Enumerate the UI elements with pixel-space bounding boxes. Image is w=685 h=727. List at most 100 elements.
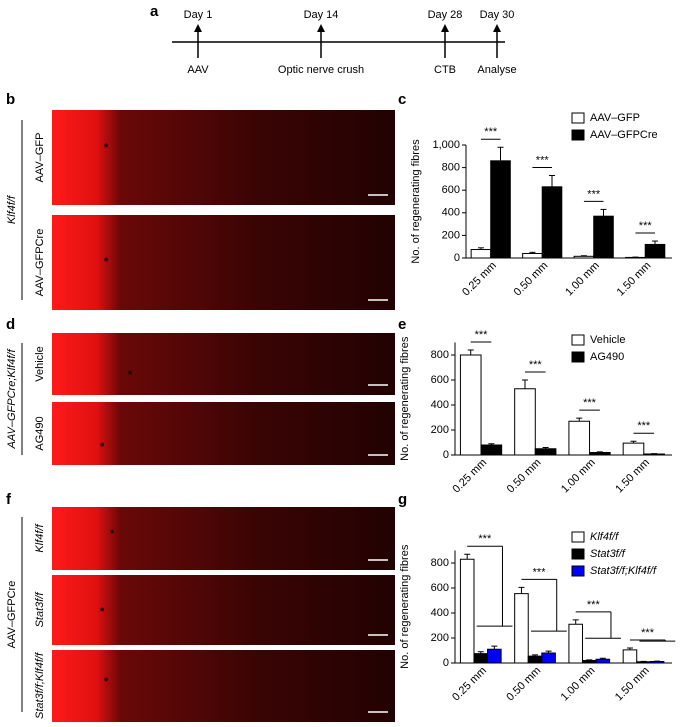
- bar: [622, 649, 638, 664]
- y-tick-label: 0: [454, 252, 460, 264]
- significance-label: ***: [587, 188, 601, 200]
- y-tick-label: 200: [431, 424, 449, 436]
- legend-swatch: [571, 531, 585, 543]
- y-tick-label: 0: [443, 657, 449, 669]
- significance-label: ***: [639, 220, 653, 232]
- y-tick-label: 200: [431, 632, 449, 644]
- panel-letter: g: [398, 491, 407, 508]
- asterisk: *: [104, 142, 109, 154]
- micrograph: [52, 333, 395, 395]
- bar: [480, 444, 503, 456]
- legend-swatch: [571, 129, 585, 141]
- y-tick-label: 1,000: [432, 139, 460, 151]
- bar: [593, 215, 614, 259]
- legend-label: AG490: [590, 351, 624, 363]
- y-tick-label: 400: [431, 607, 449, 619]
- panel-letter: b: [6, 91, 15, 108]
- x-tick-label: 1.00 mm: [559, 457, 598, 496]
- x-tick-label: 0.50 mm: [504, 665, 543, 704]
- significance-label: ***: [533, 566, 547, 578]
- significance-label: ***: [478, 533, 492, 545]
- image-group-label: AAV–GFPCre;Klf4f/f: [6, 349, 18, 450]
- timeline-day: Day 1: [184, 9, 213, 21]
- significance-label: ***: [529, 359, 543, 371]
- image-row-label: AAV–GFP: [34, 133, 46, 183]
- y-tick-label: 600: [431, 582, 449, 594]
- x-tick-label: 0.25 mm: [460, 260, 499, 299]
- significance-label: ***: [583, 397, 597, 409]
- y-tick-label: 800: [431, 349, 449, 361]
- legend-swatch: [571, 548, 585, 560]
- image-row-label: Stat3f/f;Klf4f/f: [34, 652, 46, 719]
- x-tick-label: 0.25 mm: [450, 665, 489, 704]
- legend-swatch: [571, 112, 585, 124]
- asterisk: *: [104, 256, 109, 268]
- arrow-head: [441, 24, 449, 32]
- timeline-event: CTB: [434, 64, 456, 76]
- timeline-event: AAV: [187, 64, 209, 76]
- timeline-event: Analyse: [477, 64, 516, 76]
- bar: [541, 652, 556, 664]
- y-axis-label: No. of regenerating fibres: [410, 139, 422, 264]
- micrograph: [52, 215, 395, 310]
- image-row-label: Klf4f/f: [34, 523, 46, 552]
- bar: [490, 160, 511, 259]
- y-tick-label: 200: [442, 229, 460, 241]
- image-row-label: AAV–GFPCre: [34, 229, 46, 297]
- significance-label: ***: [484, 126, 498, 138]
- micrograph: [52, 507, 395, 570]
- legend-label: AAV–GFP: [590, 112, 640, 124]
- bar: [459, 354, 482, 456]
- x-tick-label: 0.50 mm: [505, 457, 544, 496]
- significance-label: ***: [475, 329, 489, 341]
- image-row-label: Vehicle: [34, 346, 46, 381]
- y-tick-label: 400: [442, 207, 460, 219]
- asterisk: *: [110, 528, 115, 540]
- bar: [644, 243, 666, 259]
- bar: [636, 661, 651, 664]
- legend-swatch: [571, 334, 585, 346]
- significance-label: ***: [536, 154, 550, 166]
- bar: [459, 558, 475, 664]
- arrow-head: [493, 24, 501, 32]
- bar: [514, 388, 536, 456]
- y-tick-label: 600: [431, 374, 449, 386]
- y-tick-label: 0: [443, 449, 449, 461]
- bar: [595, 658, 611, 664]
- bar: [527, 655, 543, 664]
- asterisk: *: [100, 606, 105, 618]
- legend-swatch: [571, 351, 585, 363]
- legend-label: Klf4f/f: [590, 531, 619, 543]
- micrograph: [52, 402, 395, 465]
- timeline-event: Optic nerve crush: [278, 64, 364, 76]
- x-tick-label: 1.50 mm: [615, 260, 654, 299]
- panel-letter: c: [398, 91, 406, 108]
- legend-label: Stat3f/f: [590, 548, 626, 560]
- bar: [581, 660, 597, 664]
- panel-letter: a: [150, 3, 159, 20]
- bar: [470, 249, 492, 259]
- asterisk: *: [128, 369, 133, 381]
- bar: [589, 452, 611, 456]
- bar: [522, 252, 543, 259]
- micrograph: [52, 110, 395, 205]
- image-row-label: AG490: [34, 416, 46, 450]
- significance-label: ***: [587, 599, 601, 611]
- legend-label: Vehicle: [590, 334, 625, 346]
- y-axis-label: No. of regenerating fibres: [399, 336, 411, 461]
- bar: [568, 623, 583, 664]
- bar: [541, 186, 563, 259]
- legend-swatch: [571, 565, 585, 577]
- timeline-day: Day 14: [304, 9, 339, 21]
- arrow-head: [317, 24, 325, 32]
- asterisk: *: [104, 676, 109, 688]
- x-tick-label: 0.50 mm: [512, 260, 551, 299]
- x-tick-label: 1.50 mm: [613, 665, 652, 704]
- image-row-label: Stat3f/f: [34, 592, 46, 628]
- bar: [622, 442, 645, 456]
- y-axis-label: No. of regenerating fibres: [399, 544, 411, 669]
- bar: [487, 648, 502, 664]
- timeline-day: Day 28: [428, 9, 463, 21]
- timeline-day: Day 30: [480, 9, 515, 21]
